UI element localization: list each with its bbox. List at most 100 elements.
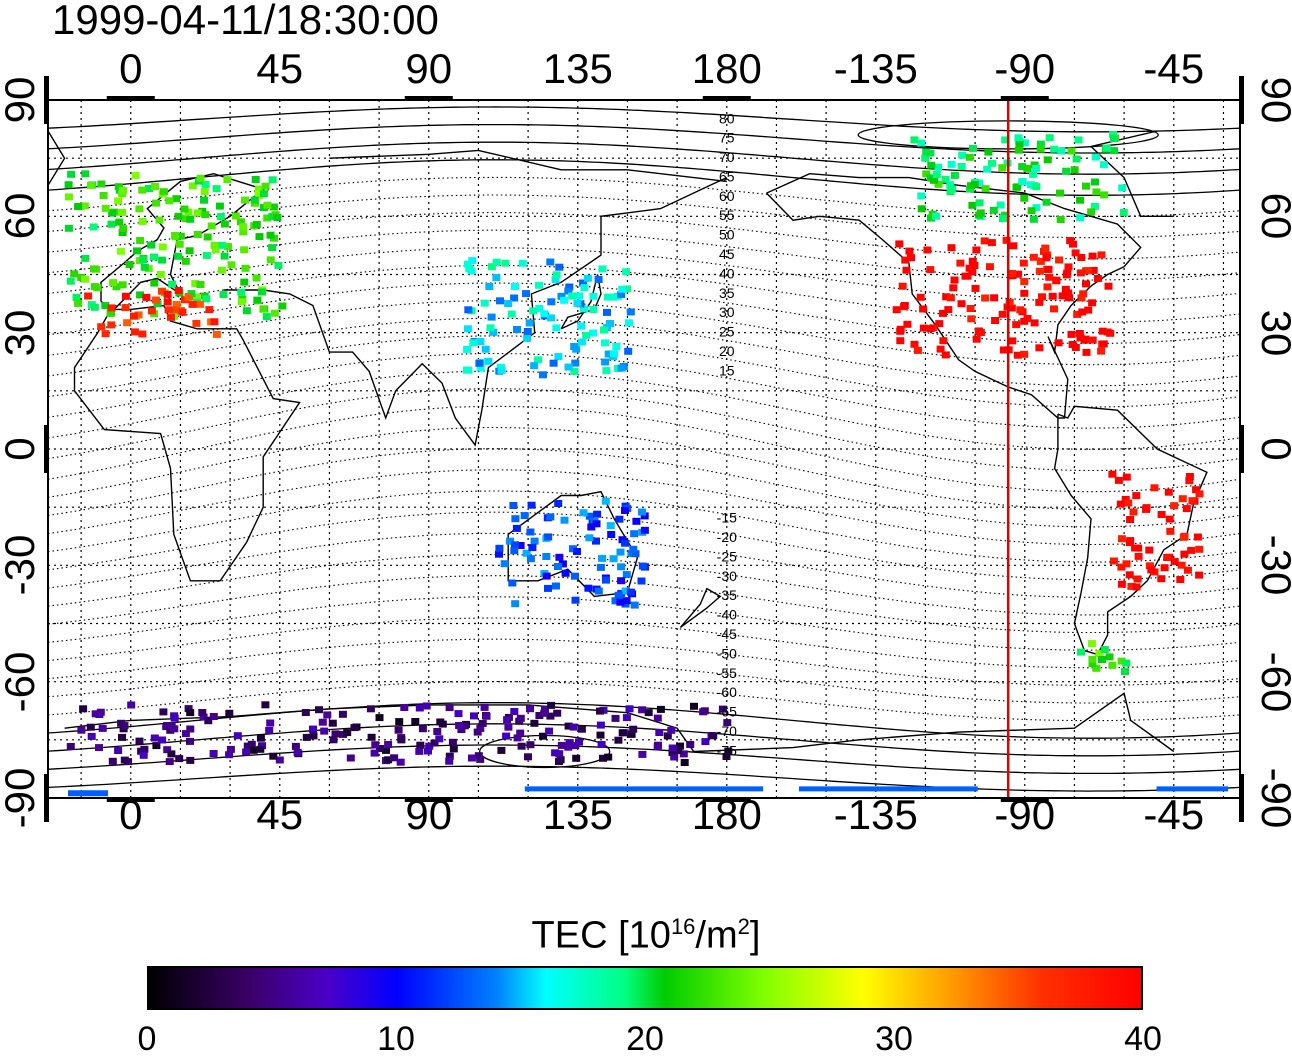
- tec-cell: [504, 723, 513, 731]
- tec-cell: [424, 747, 432, 755]
- tec-cell: [1084, 306, 1093, 314]
- tec-cell: [976, 209, 985, 217]
- tec-cell: [907, 254, 915, 262]
- tec-cell: [596, 707, 604, 715]
- tec-cell: [269, 203, 278, 211]
- contour-label: -30: [717, 568, 737, 584]
- tec-cell: [1057, 147, 1066, 155]
- tec-cell: [1070, 166, 1079, 174]
- tec-cell: [1048, 292, 1057, 300]
- tec-cell: [544, 533, 553, 541]
- tec-cell: [237, 298, 246, 306]
- coastline: [329, 149, 727, 183]
- tec-cell: [339, 730, 347, 738]
- tec-cell: [328, 719, 337, 727]
- tec-cell: [640, 526, 649, 534]
- tec-cell: [552, 582, 560, 590]
- tec-cell: [606, 522, 615, 530]
- tec-cell: [233, 732, 242, 740]
- tec-cell: [621, 539, 630, 547]
- lat-label-left: 0: [0, 437, 43, 461]
- tec-cell: [181, 215, 190, 223]
- tec-cell: [249, 746, 258, 754]
- tec-cell: [242, 307, 251, 315]
- tec-cell: [1067, 330, 1076, 338]
- tec-cell: [1013, 183, 1022, 191]
- tec-cell: [150, 734, 159, 742]
- tec-cell: [926, 325, 935, 333]
- tec-cell: [133, 247, 141, 255]
- tec-cell: [1109, 557, 1118, 565]
- tec-cell: [926, 149, 935, 157]
- tec-cell: [121, 304, 130, 312]
- tec-cell: [686, 741, 695, 748]
- contour-label: -20: [717, 529, 737, 545]
- tec-cell: [95, 744, 103, 752]
- tec-cell: [1036, 257, 1045, 265]
- tec-cell: [1018, 163, 1027, 171]
- colorbar-tick-label: 20: [626, 1020, 664, 1058]
- tec-cell: [1121, 668, 1129, 676]
- tec-cell: [1082, 280, 1090, 288]
- tec-cell: [1099, 161, 1108, 169]
- tec-cell: [241, 196, 249, 204]
- lon-label-bottom: 135: [542, 791, 613, 838]
- tec-cell: [523, 334, 532, 342]
- lon-label-bottom: -135: [833, 791, 918, 838]
- tec-cell: [188, 300, 197, 308]
- tec-cell: [433, 728, 442, 735]
- tec-cell: [195, 300, 204, 308]
- tec-cell: [508, 579, 517, 587]
- tec-cell: [530, 362, 539, 370]
- tec-cell: [1131, 544, 1140, 552]
- tec-cell: [130, 312, 138, 320]
- tec-cell: [1195, 490, 1204, 498]
- tec-cell: [1029, 215, 1038, 223]
- tec-cell: [1054, 339, 1063, 347]
- tec-cell: [503, 716, 512, 724]
- tec-cell: [158, 736, 167, 744]
- tec-cell: [163, 746, 172, 754]
- tec-cell: [609, 555, 618, 563]
- tec-cell: [241, 264, 250, 272]
- tec-cell: [418, 725, 427, 733]
- frame-tick: [1239, 76, 1244, 124]
- tec-cell: [202, 251, 211, 259]
- tec-cell: [970, 180, 979, 188]
- tec-cell: [1157, 511, 1166, 518]
- tec-cell: [463, 345, 472, 353]
- tec-cell: [1195, 571, 1204, 579]
- tec-cell: [97, 180, 106, 188]
- tec-cell: [554, 563, 562, 570]
- tec-cell: [638, 508, 646, 516]
- frame-tick: [106, 797, 155, 802]
- tec-cell: [266, 256, 275, 264]
- tec-cell: [320, 727, 329, 735]
- tec-cell: [546, 513, 555, 521]
- lon-label-bottom: -45: [1143, 791, 1205, 838]
- tec-cell: [524, 753, 532, 761]
- tec-cell: [115, 218, 124, 226]
- tec-cell: [1077, 648, 1085, 656]
- tec-cell: [188, 182, 197, 190]
- tec-cell: [614, 736, 623, 744]
- tec-cell: [621, 587, 630, 595]
- tec-cell: [722, 753, 731, 760]
- tec-cell: [163, 290, 172, 298]
- contour-line: [48, 229, 1240, 281]
- contour-label: 80: [719, 110, 735, 126]
- tec-cell: [487, 263, 496, 271]
- tec-cell: [350, 724, 359, 732]
- tec-cell: [529, 307, 538, 315]
- tec-cell: [547, 314, 556, 322]
- tec-cell: [932, 171, 941, 178]
- tec-cell: [511, 541, 519, 549]
- tec-cell: [239, 223, 248, 231]
- tec-cell: [445, 757, 454, 765]
- tec-cell: [1088, 336, 1097, 344]
- tec-cell: [618, 285, 627, 293]
- tec-cell: [511, 600, 520, 608]
- tec-cell: [1122, 659, 1131, 667]
- colorbar: [147, 966, 1143, 1010]
- tec-cell: [224, 243, 233, 251]
